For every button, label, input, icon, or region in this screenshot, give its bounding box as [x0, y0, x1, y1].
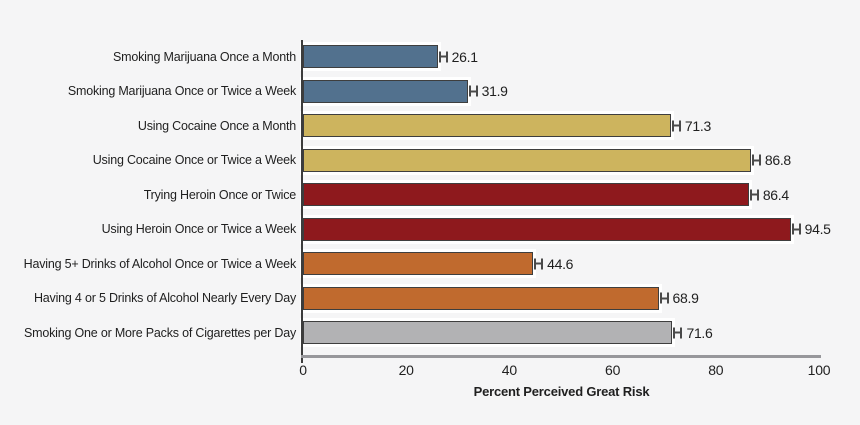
x-tick-label: 20 — [398, 362, 414, 378]
y-axis-line — [301, 40, 303, 363]
x-tick-label: 0 — [299, 362, 307, 378]
value-label: 44.6 — [547, 255, 574, 272]
x-tick-label: 100 — [807, 362, 831, 378]
error-bar-cap — [678, 120, 681, 131]
category-label: Trying Heroin Once or Twice — [143, 187, 296, 202]
value-label: 86.4 — [762, 186, 789, 203]
error-bar-cap — [475, 85, 478, 97]
error-bar-line — [675, 331, 681, 334]
error-bar-line — [793, 228, 799, 230]
error-bar-line — [673, 124, 679, 127]
error-bar — [791, 223, 801, 235]
error-bar-cap — [798, 223, 801, 235]
error-bar — [438, 51, 448, 62]
bar — [303, 286, 659, 310]
error-bar-cap — [541, 258, 544, 269]
error-bar-cap — [758, 154, 761, 166]
bar — [303, 321, 673, 344]
category-label: Using Cocaine Once a Month — [137, 118, 296, 133]
error-bar-cap — [468, 85, 471, 97]
error-bar — [534, 258, 544, 269]
error-bar-line — [470, 90, 476, 92]
x-tick-label: 80 — [708, 362, 724, 378]
category-label: Having 4 or 5 Drinks of Alcohol Nearly E… — [33, 291, 296, 305]
error-bar-cap — [756, 189, 759, 200]
error-bar — [659, 292, 669, 304]
error-bar-cap — [659, 292, 662, 304]
category-label: Having 5+ Drinks of Alcohol Once or Twic… — [23, 256, 297, 271]
error-bar-cap — [445, 51, 448, 62]
error-bar-cap — [534, 258, 537, 269]
category-label: Smoking One or More Packs of Cigarettes … — [24, 325, 296, 340]
bar — [303, 79, 468, 103]
bar — [303, 252, 534, 275]
error-bar-line — [751, 193, 757, 196]
value-label: 26.1 — [451, 48, 478, 65]
bar — [303, 217, 791, 241]
category-label: Smoking Marijuana Once a Month — [113, 49, 296, 64]
error-bar-cap — [666, 292, 669, 304]
error-bar-cap — [680, 327, 683, 338]
bar — [303, 183, 749, 206]
error-bar-cap — [791, 223, 794, 235]
category-label: Using Cocaine Once or Twice a Week — [92, 153, 296, 167]
error-bar-line — [661, 297, 667, 299]
error-bar-line — [440, 55, 446, 58]
value-label: 71.3 — [684, 117, 711, 134]
bar — [303, 148, 751, 172]
error-bar — [673, 327, 683, 338]
error-bar — [749, 189, 759, 200]
error-bar-line — [536, 262, 542, 265]
value-label: 71.6 — [686, 324, 713, 341]
value-label: 31.9 — [481, 83, 508, 99]
error-bar — [468, 85, 478, 97]
error-bar — [751, 154, 761, 166]
error-bar — [671, 120, 681, 131]
error-bar-cap — [751, 154, 754, 166]
bar — [303, 114, 671, 137]
category-label: Smoking Marijuana Once or Twice a Week — [67, 84, 296, 98]
bar — [303, 45, 438, 68]
error-bar-cap — [673, 327, 676, 338]
category-label: Using Heroin Once or Twice a Week — [101, 222, 297, 236]
value-label: 94.5 — [804, 221, 831, 237]
error-bar-cap — [438, 51, 441, 62]
x-tick-label: 40 — [501, 362, 517, 378]
value-label: 68.9 — [672, 290, 699, 306]
x-tick-label: 60 — [605, 362, 621, 378]
x-axis-label: Percent Perceived Great Risk — [473, 384, 650, 399]
error-bar-cap — [671, 120, 674, 131]
error-bar-cap — [749, 189, 752, 200]
x-axis-line — [301, 355, 821, 358]
error-bar-line — [753, 159, 759, 161]
value-label: 86.8 — [764, 152, 791, 168]
